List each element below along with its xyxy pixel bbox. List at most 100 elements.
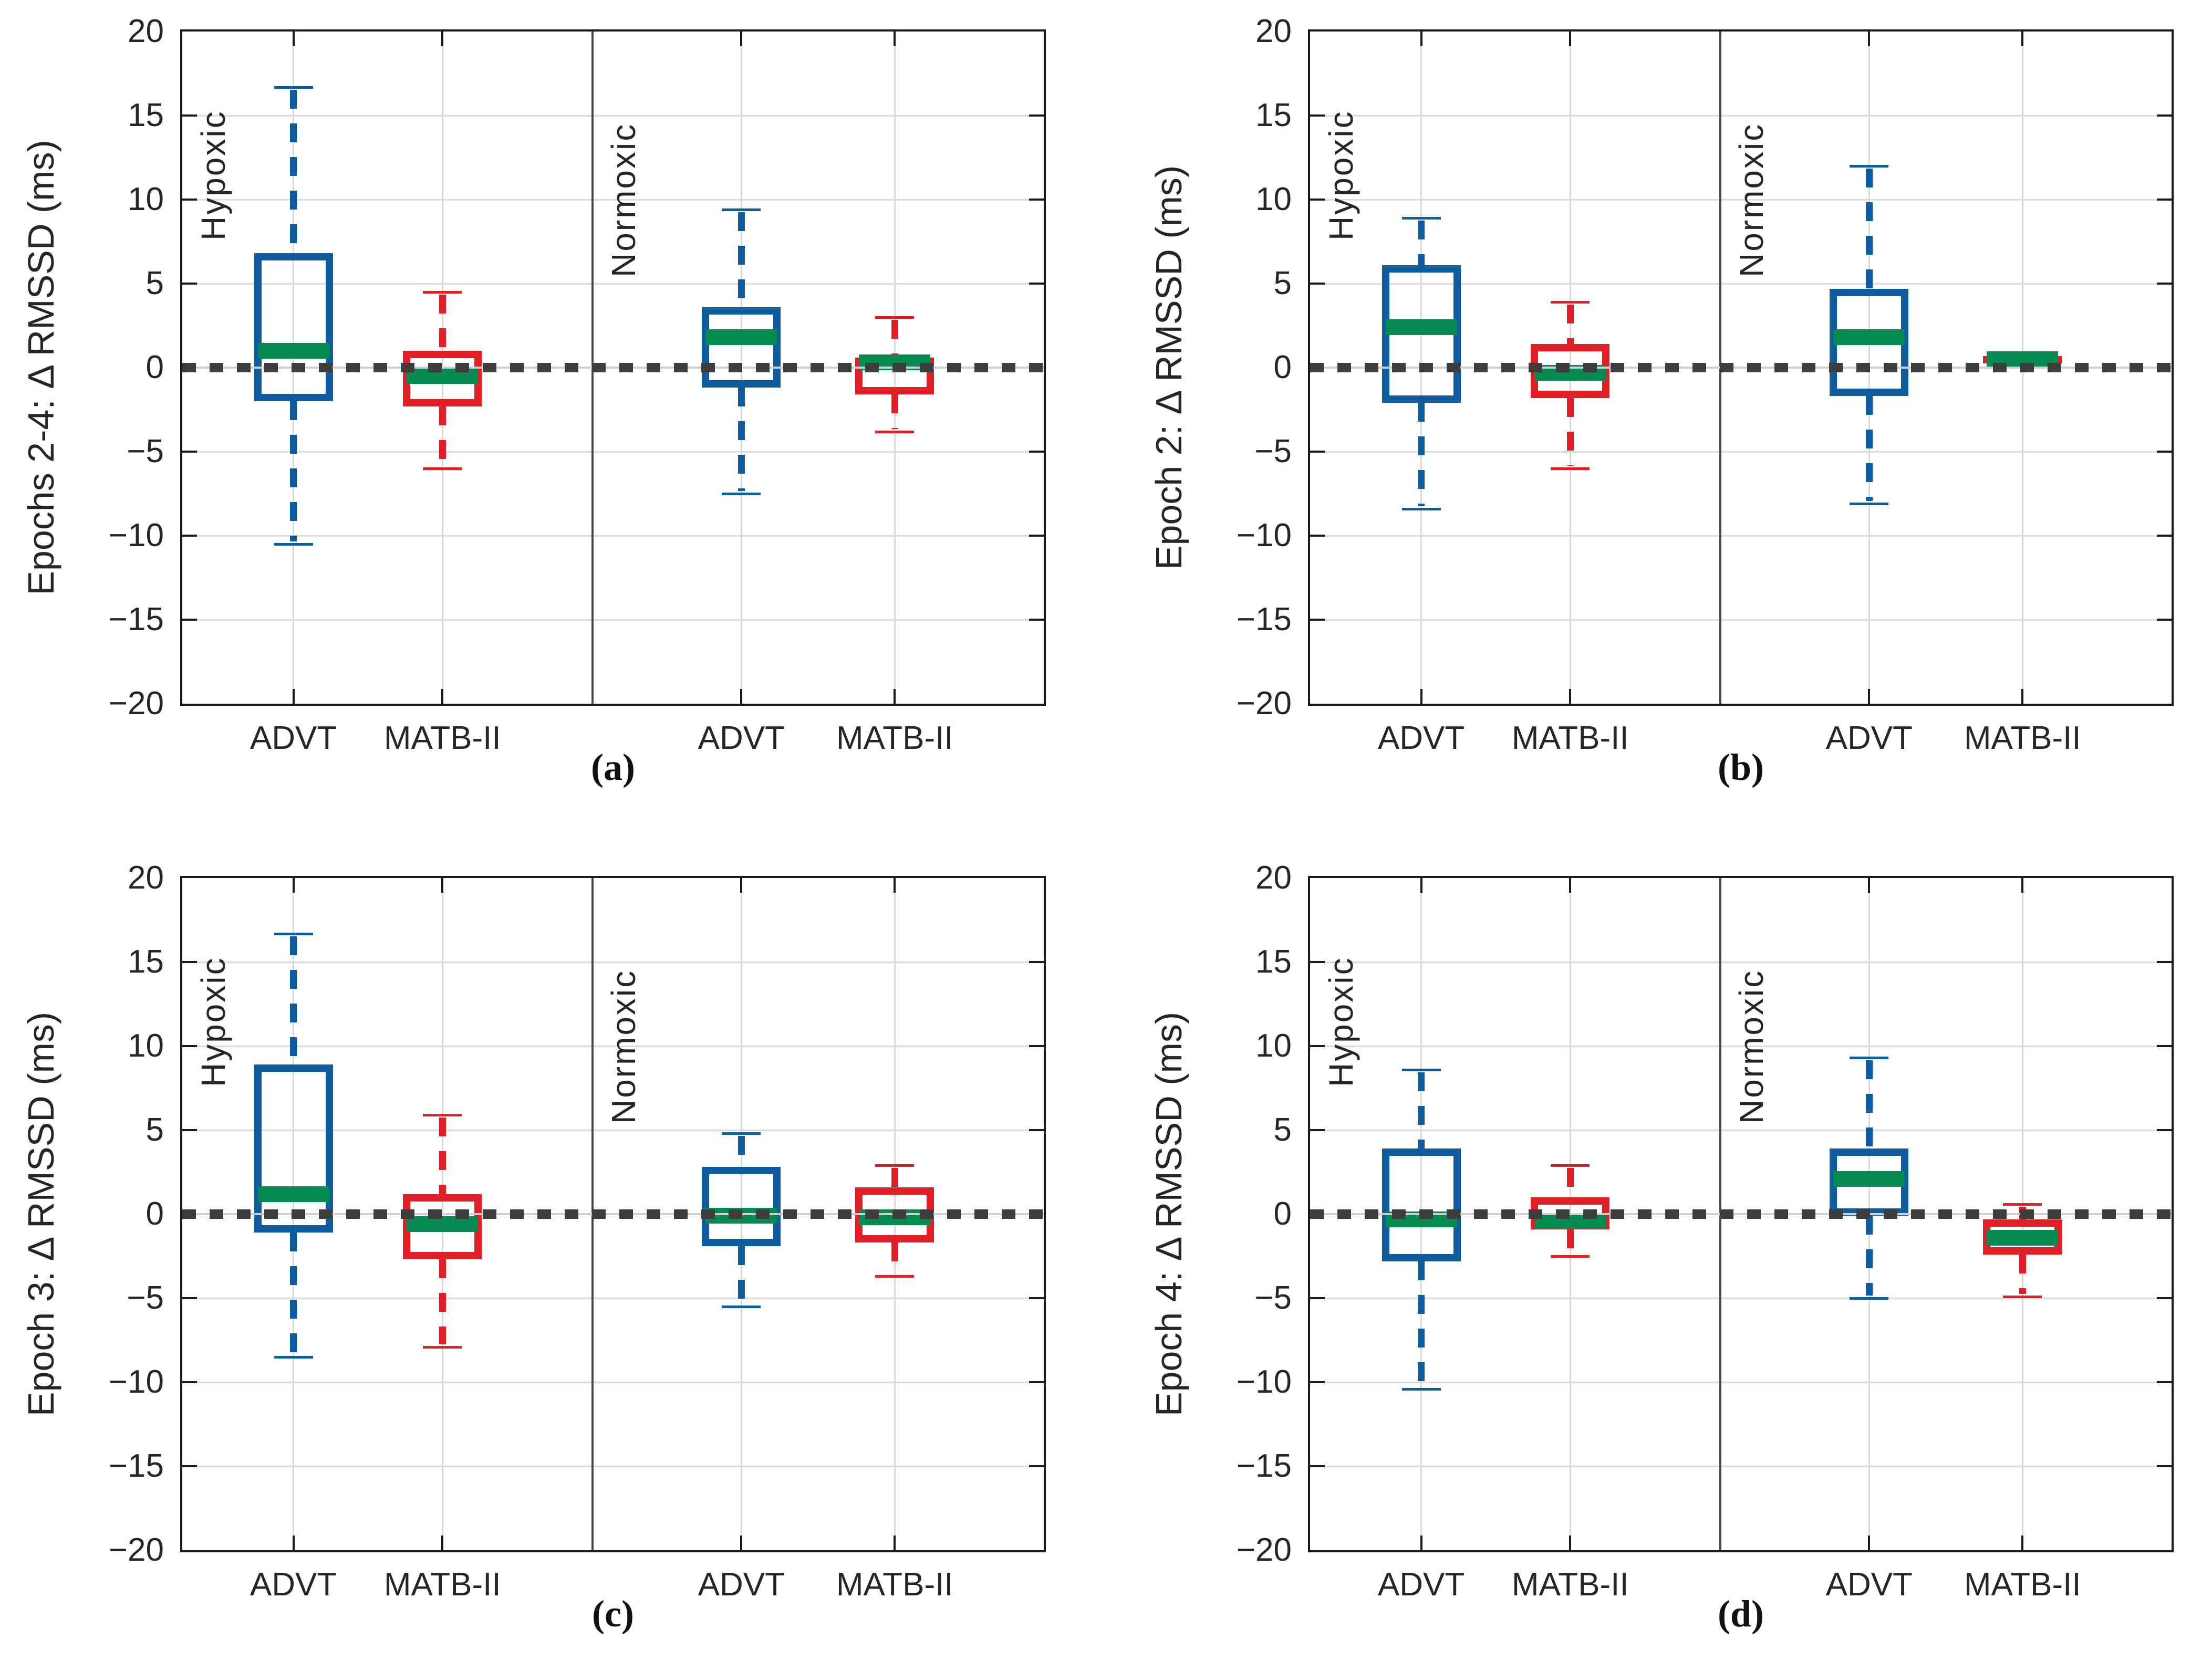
x-tick-mark — [1569, 878, 1572, 893]
whisker-lower — [439, 1259, 446, 1344]
y-tick-mark — [1029, 283, 1044, 285]
whisker-upper — [1566, 305, 1574, 344]
y-axis-label: Epochs 2-4: Δ RMSSD (ms) — [20, 140, 61, 596]
whisker-lower — [290, 1233, 297, 1354]
whisker-cap-upper — [274, 86, 313, 89]
y-tick-mark — [1310, 1129, 1325, 1131]
y-tick-mark — [1029, 961, 1044, 963]
whisker-cap-upper — [875, 1164, 915, 1167]
whisker-cap-lower — [423, 1345, 462, 1349]
iqr-box-advt — [254, 1064, 333, 1233]
subplot-c: Epoch 3: Δ RMSSD (ms) −20 −15 −10 −5 0 5 10 15 2… — [0, 847, 1106, 1671]
zero-reference-line — [1310, 1209, 2172, 1219]
x-tick-mark — [1868, 32, 1871, 46]
plot-area-a: −20 −15 −10 −5 0 5 10 15 20 ADVT MATB-II ADVT MATB-I… — [109, 13, 1046, 756]
gridline-horizontal — [182, 1297, 1044, 1299]
gridline-horizontal — [182, 199, 1044, 201]
x-tick-mark — [1420, 32, 1422, 46]
y-tick-label: 10 — [128, 1028, 164, 1064]
whisker-cap-upper — [875, 316, 915, 319]
y-tick-label: −20 — [1236, 1532, 1292, 1568]
y-tick-mark — [1029, 451, 1044, 453]
y-tick-label: −5 — [1254, 433, 1292, 469]
gridline-horizontal — [1310, 1129, 2172, 1131]
y-tick-mark — [182, 1045, 197, 1047]
y-tick-mark — [1029, 1297, 1044, 1299]
x-category-label: MATB-II — [1511, 720, 1629, 756]
whisker-upper — [290, 89, 297, 254]
x-category-label: ADVT — [250, 720, 337, 756]
whisker-cap-lower — [1401, 1387, 1441, 1391]
y-tick-mark — [2157, 1465, 2172, 1467]
condition-label-normoxic: Normoxic — [604, 122, 642, 277]
whisker-cap-upper — [1401, 1068, 1441, 1071]
x-tick-mark — [441, 689, 444, 704]
whisker-cap-upper — [722, 208, 761, 212]
y-tick-label: 10 — [128, 181, 164, 217]
x-category-label: ADVT — [1377, 720, 1465, 756]
gridline-horizontal — [1310, 1465, 2172, 1467]
gridline-horizontal — [182, 1129, 1044, 1131]
gridline-horizontal — [182, 451, 1044, 453]
y-tick-label: −15 — [1236, 1448, 1292, 1484]
median-line — [1833, 1171, 1905, 1187]
x-tick-mark — [292, 878, 295, 893]
gridline-horizontal — [1310, 535, 2172, 537]
x-tick-mark — [292, 32, 295, 46]
gridline-horizontal — [1310, 199, 2172, 201]
y-tick-mark — [182, 1465, 197, 1467]
x-category-label: MATB-II — [836, 1566, 953, 1603]
subplot-a: Epochs 2-4: Δ RMSSD (ms) −20 −15 −10 −5 0 5 10… — [0, 0, 1106, 836]
x-tick-mark — [292, 1536, 295, 1550]
x-category-label: ADVT — [698, 1566, 785, 1603]
gridline-horizontal — [182, 283, 1044, 285]
y-tick-label: 0 — [1273, 349, 1292, 385]
median-line — [1987, 1229, 2059, 1246]
x-category-label: MATB-II — [383, 720, 501, 756]
y-axis-label: Epoch 4: Δ RMSSD (ms) — [1148, 1011, 1189, 1417]
y-tick-label: 15 — [128, 97, 164, 133]
y-tick-mark — [1310, 1381, 1325, 1383]
iqr-box-advt — [702, 1167, 781, 1246]
x-tick-mark — [2021, 689, 2024, 704]
x-tick-mark — [1420, 1536, 1422, 1550]
y-tick-mark — [1310, 1465, 1325, 1467]
x-category-label: MATB-II — [1964, 720, 2081, 756]
x-tick-mark — [2021, 32, 2024, 46]
whisker-cap-upper — [274, 932, 313, 935]
x-tick-mark — [292, 689, 295, 704]
y-tick-label: 15 — [1255, 944, 1292, 980]
whisker-upper — [1418, 221, 1425, 265]
plot-area-d: −20 −15 −10 −5 0 5 10 15 20 ADVT MATB-II ADVT MATB-I… — [1237, 860, 2174, 1603]
y-tick-label: 15 — [1255, 97, 1292, 133]
x-tick-mark — [1569, 689, 1572, 704]
y-tick-mark — [1310, 451, 1325, 453]
subplot-caption: (a) — [591, 746, 635, 788]
y-tick-label: −15 — [108, 1448, 164, 1484]
whisker-lower — [2019, 1254, 2026, 1294]
y-tick-mark — [182, 283, 197, 285]
x-tick-mark — [1868, 689, 1871, 704]
whisker-upper — [439, 1118, 446, 1194]
subplot-b: Epoch 2: Δ RMSSD (ms) −20 −15 −10 −5 0 5 10 15 2… — [1128, 0, 2212, 836]
y-tick-mark — [1310, 199, 1325, 201]
y-tick-label: 10 — [1255, 1028, 1292, 1064]
x-tick-mark — [2021, 1536, 2024, 1550]
whisker-cap-lower — [1401, 507, 1441, 510]
whisker-lower — [1566, 1229, 1574, 1254]
whisker-lower — [891, 1242, 898, 1274]
gridline-horizontal — [1310, 114, 2172, 117]
y-tick-mark — [2157, 199, 2172, 201]
y-tick-mark — [1310, 283, 1325, 285]
whisker-cap-lower — [875, 1275, 915, 1278]
whisker-cap-lower — [1850, 1297, 1889, 1300]
y-tick-label: −5 — [127, 1280, 164, 1316]
gridline-horizontal — [1310, 1381, 2172, 1383]
condition-label-hypoxic: Hypoxic — [194, 956, 232, 1087]
y-tick-label: 10 — [1255, 181, 1292, 217]
y-tick-label: 0 — [1273, 1196, 1292, 1232]
iqr-box-advt — [702, 307, 781, 388]
x-tick-mark — [1569, 1536, 1572, 1550]
whisker-upper — [290, 936, 297, 1065]
y-tick-mark — [1029, 199, 1044, 201]
